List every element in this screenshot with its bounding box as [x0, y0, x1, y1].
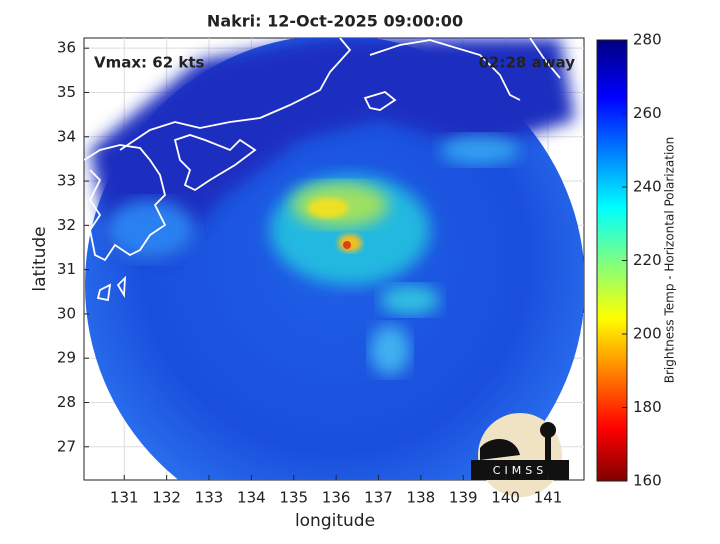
x-tick-label: 141: [534, 489, 563, 507]
time-annotation: 02:28 away: [479, 54, 576, 72]
y-tick-label: 30: [57, 304, 76, 322]
colorbar-tick-label: 180: [633, 398, 662, 416]
y-tick-label: 34: [57, 127, 76, 145]
satellite-image: [84, 38, 584, 480]
colorbar-tick-label: 240: [633, 178, 662, 196]
y-tick-label: 36: [57, 39, 76, 57]
y-tick-label: 35: [57, 83, 76, 101]
colorbar-tick-label: 160: [633, 472, 662, 490]
y-tick-label: 28: [57, 393, 76, 411]
logo: CIMSS: [471, 413, 569, 497]
y-tick-label: 31: [57, 260, 76, 278]
y-tick-label: 32: [57, 216, 76, 234]
y-axis-label: latitude: [30, 226, 50, 291]
x-tick-label: 139: [449, 489, 478, 507]
y-tick-label: 29: [57, 349, 76, 367]
x-tick-label: 135: [279, 489, 308, 507]
colorbar-tick-label: 200: [633, 325, 662, 343]
x-tick-label: 137: [364, 489, 393, 507]
colorbar-tick-label: 220: [633, 251, 662, 269]
colorbar-tick-label: 260: [633, 104, 662, 122]
x-tick-label: 132: [152, 489, 181, 507]
x-tick-label: 134: [237, 489, 266, 507]
x-tick-label: 136: [322, 489, 351, 507]
colorbar-label: Brightness Temp - Horizontal Polarizatio…: [663, 137, 677, 384]
title: Nakri: 12-Oct-2025 09:00:00: [207, 12, 463, 31]
x-tick-label: 138: [407, 489, 436, 507]
x-tick-label: 140: [491, 489, 520, 507]
x-tick-label: 131: [110, 489, 139, 507]
y-tick-label: 33: [57, 172, 76, 190]
y-tick-label: 27: [57, 437, 76, 455]
colorbar-tick-label: 280: [633, 31, 662, 49]
vmax-annotation: Vmax: 62 kts: [94, 54, 204, 72]
x-tick-label: 133: [195, 489, 224, 507]
x-axis-label: longitude: [295, 511, 375, 531]
logo-text: CIMSS: [493, 464, 547, 477]
